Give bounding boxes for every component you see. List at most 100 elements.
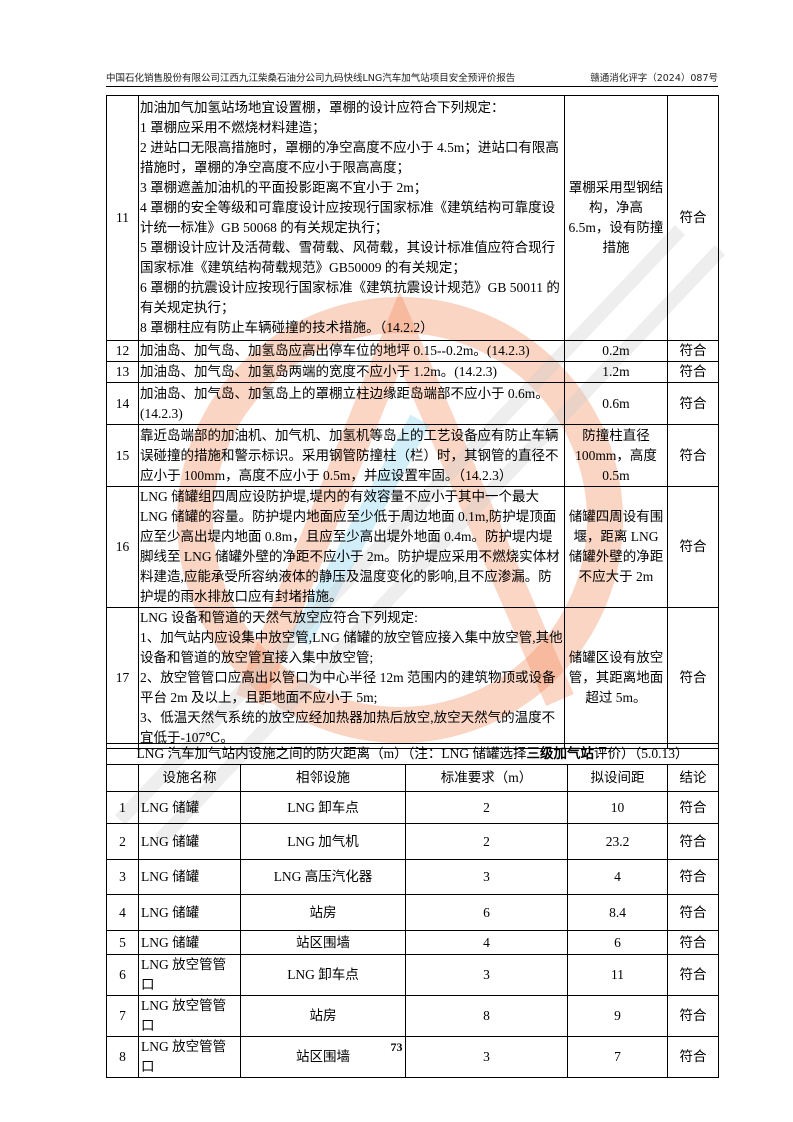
distance-row: 3 LNG 储罐 LNG 高压汽化器 3 4 符合 bbox=[106, 859, 720, 895]
result-text: 符合 bbox=[667, 361, 719, 383]
result-text: 符合 bbox=[666, 894, 720, 931]
requirement-line: 2、放空管管口应高出以管口为中心半径 12m 范围内的建筑物顶或设备平台 2m … bbox=[140, 670, 556, 705]
requirement-line: 5 罩棚设计应计及活荷载、雪荷载、风荷载，其设计标准值应符合现行国家标准《建筑结… bbox=[140, 240, 556, 275]
requirement-line: 6 罩棚的抗震设计应按现行国家标准《建筑抗震设计规范》GB 50011 的有关规… bbox=[140, 280, 560, 315]
requirement-text: 加油岛、加气岛、加氢岛应高出停车位的地坪 0.15--0.2m。(14.2.3) bbox=[138, 340, 565, 362]
requirement-line: 靠近岛端部的加油机、加气机、加氢机等岛上的工艺设备应有防止车辆误碰撞的措施和警示… bbox=[140, 427, 559, 483]
facility-name: LNG 储罐 bbox=[138, 791, 241, 824]
distance-row: 7 LNG 放空管管口 站房 8 9 符合 bbox=[106, 995, 720, 1037]
distance-row: 4 LNG 储罐 站房 6 8.4 符合 bbox=[106, 894, 720, 931]
result-text: 符合 bbox=[667, 340, 719, 362]
adjacent-facility: LNG 高压汽化器 bbox=[240, 859, 406, 895]
distance-row: 5 LNG 储罐 站区围墙 4 6 符合 bbox=[106, 930, 720, 955]
result-text: 符合 bbox=[667, 382, 719, 425]
requirement-line: 加油岛、加气岛、加氢岛上的罩棚立柱边缘距岛端部不应小于 0.6m。(14.2.3… bbox=[140, 385, 549, 421]
title-part: 评价）（5.0.13） bbox=[594, 746, 689, 761]
result-text: 符合 bbox=[666, 791, 720, 824]
requirement-line: 3、低温天然气系统的放空应经加热器加热后放空,放空天然气的温度不宜低于-107℃… bbox=[140, 710, 556, 745]
header-cell: 结论 bbox=[666, 764, 720, 792]
requirement-text: 加油岛、加气岛、加氢岛两端的宽度不应小于 1.2m。(14.2.3) bbox=[138, 361, 565, 383]
requirement-row: 17 LNG 设备和管道的天然气放空应符合下列规定: 1、加气站内应设集中放空管,… bbox=[106, 607, 719, 749]
row-number: 11 bbox=[106, 95, 139, 341]
facility-name: LNG 放空管管口 bbox=[138, 1036, 241, 1078]
row-number: 15 bbox=[106, 424, 139, 487]
row-number: 5 bbox=[106, 930, 139, 955]
requirement-line: 1、加气站内应设集中放空管,LNG 储罐的放空管应接入集中放空管,其他设备和管道… bbox=[140, 630, 563, 665]
planned-distance: 8.4 bbox=[567, 894, 668, 931]
header-cell: 相邻设施 bbox=[240, 764, 406, 792]
report-number: 赣通消化评字（2024）087号 bbox=[590, 73, 718, 84]
adjacent-facility: 站区围墙 bbox=[240, 1036, 406, 1078]
distance-section-title-row: LNG 汽车加气站内设施之间的防火距离（m）（注：LNG 储罐选择三级加气站评价… bbox=[105, 743, 720, 765]
facility-name: LNG 储罐 bbox=[138, 859, 241, 895]
measure-text: 防撞柱直径 100mm，高度 0.5m bbox=[564, 424, 668, 487]
facility-name: LNG 储罐 bbox=[138, 930, 241, 955]
planned-distance: 4 bbox=[567, 859, 668, 895]
requirement-line: 1 罩棚应采用不燃烧材料建造； bbox=[140, 120, 326, 135]
result-text: 符合 bbox=[666, 823, 720, 860]
adjacent-facility: LNG 卸车点 bbox=[240, 954, 406, 996]
standard-requirement: 2 bbox=[405, 823, 568, 860]
requirement-text: 加油岛、加气岛、加氢岛上的罩棚立柱边缘距岛端部不应小于 0.6m。(14.2.3… bbox=[138, 382, 565, 425]
requirement-text: LNG 设备和管道的天然气放空应符合下列规定: 1、加气站内应设集中放空管,LNG… bbox=[138, 607, 565, 749]
page-number: 73 bbox=[390, 1040, 403, 1054]
planned-distance: 11 bbox=[567, 954, 668, 996]
requirement-line: 加油加气加氢站场地宜设置棚，罩棚的设计应符合下列规定： bbox=[140, 100, 505, 115]
standard-requirement: 8 bbox=[405, 995, 568, 1037]
adjacent-facility: 站房 bbox=[240, 995, 406, 1037]
header-cell: 设施名称 bbox=[138, 764, 241, 792]
measure-text: 1.2m bbox=[564, 361, 668, 383]
distance-row: 1 LNG 储罐 LNG 卸车点 2 10 符合 bbox=[106, 791, 720, 824]
title-bold-part: 三级加气站 bbox=[526, 746, 595, 761]
distance-row: 8 LNG 放空管管口 站区围墙 3 7 符合 bbox=[106, 1036, 720, 1078]
row-number: 6 bbox=[106, 954, 139, 996]
adjacent-facility: 站区围墙 bbox=[240, 930, 406, 955]
planned-distance: 9 bbox=[567, 995, 668, 1037]
facility-name: LNG 放空管管口 bbox=[138, 954, 241, 996]
measure-text: 储罐区设有放空管，其距离地面超过 5m。 bbox=[564, 607, 668, 749]
facility-name: LNG 放空管管口 bbox=[138, 995, 241, 1037]
requirement-row: 12 加油岛、加气岛、加氢岛应高出停车位的地坪 0.15--0.2m。(14.2… bbox=[106, 340, 719, 362]
row-number: 4 bbox=[106, 894, 139, 931]
row-number: 13 bbox=[106, 361, 139, 383]
requirement-line: 3 罩棚遮盖加油机的平面投影距离不宜小于 2m； bbox=[140, 180, 428, 195]
measure-text: 罩棚采用型钢结构，净高 6.5m，设有防撞措施 bbox=[564, 95, 668, 341]
planned-distance: 6 bbox=[567, 930, 668, 955]
requirement-row: 11 加油加气加氢站场地宜设置棚，罩棚的设计应符合下列规定： 1 罩棚应采用不燃烧… bbox=[106, 95, 719, 341]
requirement-text: 靠近岛端部的加油机、加气机、加氢机等岛上的工艺设备应有防止车辆误碰撞的措施和警示… bbox=[138, 424, 565, 487]
measure-text: 储罐四周设有围堰，距离 LNG 储罐外壁的净距不应大于 2m bbox=[564, 486, 668, 608]
result-text: 符合 bbox=[666, 859, 720, 895]
result-text: 符合 bbox=[667, 424, 719, 487]
requirement-row: 14 加油岛、加气岛、加氢岛上的罩棚立柱边缘距岛端部不应小于 0.6m。(14.… bbox=[106, 382, 719, 425]
standard-requirement: 6 bbox=[405, 894, 568, 931]
requirement-line: 4 罩棚的安全等级和可靠度设计应按现行国家标准《建筑结构可靠度设计统一标准》GB… bbox=[140, 200, 556, 235]
standard-requirement: 3 bbox=[405, 859, 568, 895]
row-number: 3 bbox=[106, 859, 139, 895]
row-number: 17 bbox=[106, 607, 139, 749]
requirement-line: 8 罩棚柱应有防止车辆碰撞的技术措施。（14.2.2） bbox=[140, 320, 434, 335]
requirement-line: LNG 储罐组四周应设防护堤,堤内的有效容量不应小于其中一个最大LNG 储罐的容… bbox=[140, 489, 560, 604]
row-number: 1 bbox=[106, 791, 139, 824]
requirement-row: 15 靠近岛端部的加油机、加气机、加氢机等岛上的工艺设备应有防止车辆误碰撞的措施… bbox=[106, 424, 719, 487]
header-cell: 标准要求（m） bbox=[405, 764, 568, 792]
planned-distance: 10 bbox=[567, 791, 668, 824]
result-text: 符合 bbox=[666, 995, 720, 1037]
result-text: 符合 bbox=[666, 954, 720, 996]
result-text: 符合 bbox=[666, 1036, 720, 1078]
requirement-line: 加油岛、加气岛、加氢岛应高出停车位的地坪 0.15--0.2m。(14.2.3) bbox=[140, 343, 530, 358]
requirement-line: 2 进站口无限高措施时，罩棚的净空高度不应小于 4.5m；进站口有限高措施时，罩… bbox=[140, 140, 559, 175]
requirement-row: 16 LNG 储罐组四周应设防护堤,堤内的有效容量不应小于其中一个最大LNG 储… bbox=[106, 486, 719, 608]
standard-requirement: 3 bbox=[405, 954, 568, 996]
requirement-text: 加油加气加氢站场地宜设置棚，罩棚的设计应符合下列规定： 1 罩棚应采用不燃烧材料建… bbox=[138, 95, 565, 341]
result-text: 符合 bbox=[667, 486, 719, 608]
requirement-row: 13 加油岛、加气岛、加氢岛两端的宽度不应小于 1.2m。(14.2.3) 1.… bbox=[106, 361, 719, 383]
distance-row: 2 LNG 储罐 LNG 加气机 2 23.2 符合 bbox=[106, 823, 720, 860]
row-number: 12 bbox=[106, 340, 139, 362]
measure-text: 0.6m bbox=[564, 382, 668, 425]
result-text: 符合 bbox=[667, 607, 719, 749]
facility-name: LNG 储罐 bbox=[138, 894, 241, 931]
distance-header-row: 设施名称 相邻设施 标准要求（m） 拟设间距 结论 bbox=[106, 764, 720, 792]
row-number: 8 bbox=[106, 1036, 139, 1078]
adjacent-facility: LNG 卸车点 bbox=[240, 791, 406, 824]
result-text: 符合 bbox=[666, 930, 720, 955]
